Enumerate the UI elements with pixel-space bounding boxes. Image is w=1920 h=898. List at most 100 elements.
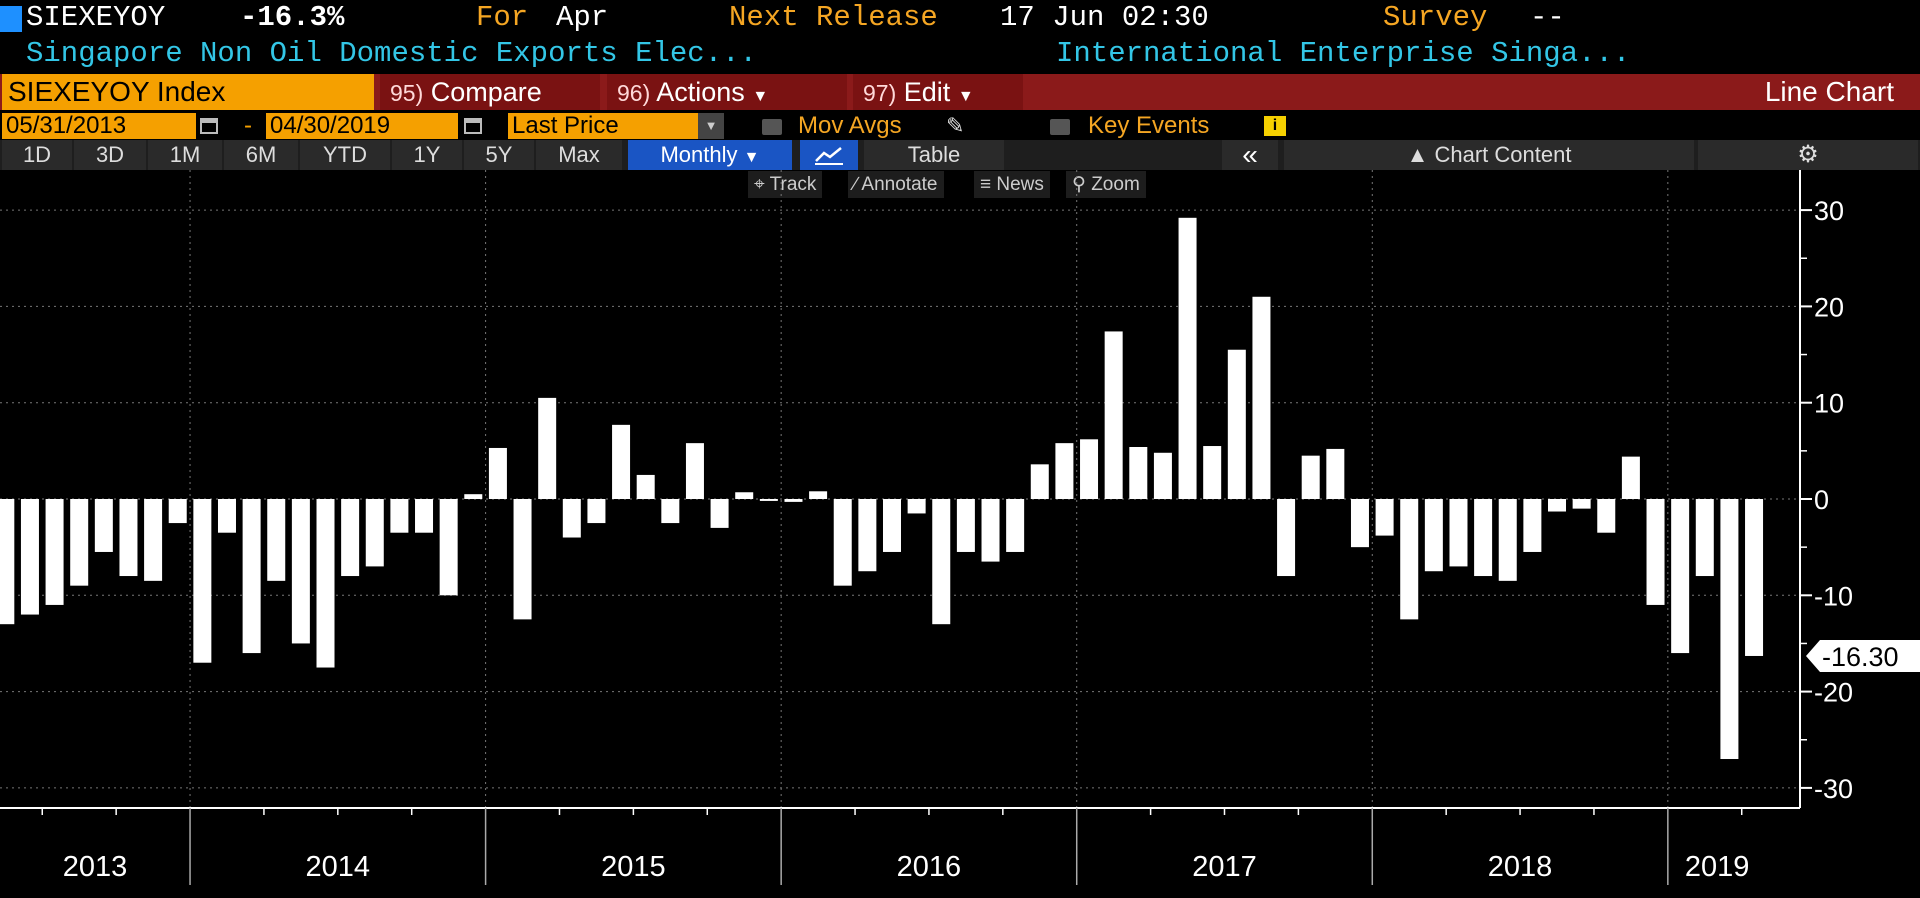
bar[interactable] <box>636 474 655 499</box>
gear-icon[interactable]: ⚙ <box>1698 140 1918 170</box>
security-field[interactable]: SIEXEYOY Index <box>2 74 374 110</box>
bar[interactable] <box>1006 499 1025 552</box>
info-icon[interactable]: i <box>1264 116 1286 136</box>
bar[interactable] <box>45 499 64 605</box>
line-chart-icon[interactable] <box>800 140 858 170</box>
bar[interactable] <box>612 424 631 499</box>
bar[interactable] <box>1326 448 1345 499</box>
key-events-label[interactable]: Key Events <box>1088 112 1210 139</box>
bar[interactable] <box>1400 499 1419 620</box>
calendar-icon[interactable] <box>200 118 218 134</box>
bar[interactable] <box>562 499 581 538</box>
bar[interactable] <box>1375 499 1394 536</box>
bar[interactable] <box>193 499 212 663</box>
bar[interactable] <box>439 499 458 596</box>
news-button[interactable]: ≡ News <box>974 171 1050 198</box>
bar[interactable] <box>390 499 409 533</box>
mov-avgs-checkbox[interactable] <box>762 119 782 135</box>
bar[interactable] <box>1671 499 1690 654</box>
bar[interactable] <box>1548 499 1567 512</box>
bar[interactable] <box>1153 452 1172 499</box>
bar[interactable] <box>415 499 434 533</box>
bar[interactable] <box>1030 464 1049 499</box>
period-6m-button[interactable]: 6M <box>224 140 298 170</box>
end-date-field[interactable]: 04/30/2019 <box>266 113 458 139</box>
bar[interactable] <box>267 499 286 581</box>
bar[interactable] <box>1621 456 1640 499</box>
bar[interactable] <box>1080 439 1099 499</box>
bar[interactable] <box>242 499 261 654</box>
bar[interactable] <box>735 492 754 499</box>
annotate-button[interactable]: ∕ Annotate <box>848 171 944 198</box>
bar[interactable] <box>0 499 15 625</box>
period-max-button[interactable]: Max <box>536 140 622 170</box>
bar[interactable] <box>1720 499 1739 760</box>
bar[interactable] <box>1252 296 1271 499</box>
key-events-checkbox[interactable] <box>1050 119 1070 135</box>
bar[interactable] <box>1350 499 1369 548</box>
bar[interactable] <box>20 499 39 615</box>
bar[interactable] <box>1449 499 1468 567</box>
chart-type-label[interactable]: Line Chart <box>1764 76 1894 107</box>
period-1y-button[interactable]: 1Y <box>392 140 462 170</box>
pencil-icon[interactable]: ✎ <box>946 113 965 138</box>
bar[interactable] <box>1104 331 1123 499</box>
bar[interactable] <box>217 499 236 533</box>
bar[interactable] <box>858 499 877 572</box>
period-5y-button[interactable]: 5Y <box>464 140 534 170</box>
calendar-icon[interactable] <box>464 118 482 134</box>
period-3d-button[interactable]: 3D <box>74 140 146 170</box>
bar[interactable] <box>1474 499 1493 577</box>
bar[interactable] <box>1572 499 1591 509</box>
bar[interactable] <box>809 491 828 499</box>
bar[interactable] <box>70 499 89 586</box>
actions-button[interactable]: 96) Actions ▼ <box>607 74 847 110</box>
price-field-select[interactable]: Last Price <box>508 113 698 139</box>
edit-button[interactable]: 97) Edit ▼ <box>853 74 1023 110</box>
bar[interactable] <box>341 499 360 577</box>
chart-content-button[interactable]: ▲ Chart Content <box>1284 140 1694 170</box>
bar[interactable] <box>365 499 384 567</box>
bar[interactable] <box>1277 499 1296 577</box>
bar[interactable] <box>685 443 704 499</box>
bar[interactable] <box>538 397 557 499</box>
bar[interactable] <box>1203 446 1222 499</box>
compare-button[interactable]: 95) Compare <box>380 74 600 110</box>
period-ytd-button[interactable]: YTD <box>300 140 390 170</box>
bar[interactable] <box>1424 499 1443 572</box>
bar[interactable] <box>1227 349 1246 499</box>
zoom-button[interactable]: ⚲ Zoom <box>1066 171 1146 198</box>
bar[interactable] <box>710 499 729 528</box>
bar[interactable] <box>1523 499 1542 552</box>
bar[interactable] <box>1597 499 1616 533</box>
start-date-field[interactable]: 05/31/2013 <box>2 113 196 139</box>
bar[interactable] <box>833 499 852 586</box>
bar[interactable] <box>316 499 335 668</box>
bar[interactable] <box>291 499 310 644</box>
bar[interactable] <box>759 499 778 501</box>
mov-avgs-label[interactable]: Mov Avgs <box>798 112 902 139</box>
bar[interactable] <box>907 499 926 514</box>
bar[interactable] <box>956 499 975 552</box>
bar[interactable] <box>1695 499 1714 577</box>
bar[interactable] <box>1301 455 1320 499</box>
bar[interactable] <box>587 499 606 524</box>
bar[interactable] <box>932 499 951 625</box>
chevron-down-icon[interactable]: ▼ <box>698 113 724 139</box>
bar[interactable] <box>1745 499 1764 656</box>
bar[interactable] <box>464 494 483 499</box>
period-1d-button[interactable]: 1D <box>2 140 72 170</box>
frequency-select[interactable]: Monthly ▼ <box>628 140 792 170</box>
collapse-double-chevron-icon[interactable]: « <box>1222 140 1278 170</box>
bar[interactable] <box>1055 443 1074 499</box>
bar[interactable] <box>1178 217 1197 499</box>
bar[interactable] <box>144 499 163 581</box>
bar[interactable] <box>168 499 187 524</box>
bar[interactable] <box>94 499 113 552</box>
bar[interactable] <box>1498 499 1517 581</box>
bar[interactable] <box>513 499 532 620</box>
bar[interactable] <box>1646 499 1665 605</box>
bar[interactable] <box>661 499 680 524</box>
period-1m-button[interactable]: 1M <box>148 140 222 170</box>
